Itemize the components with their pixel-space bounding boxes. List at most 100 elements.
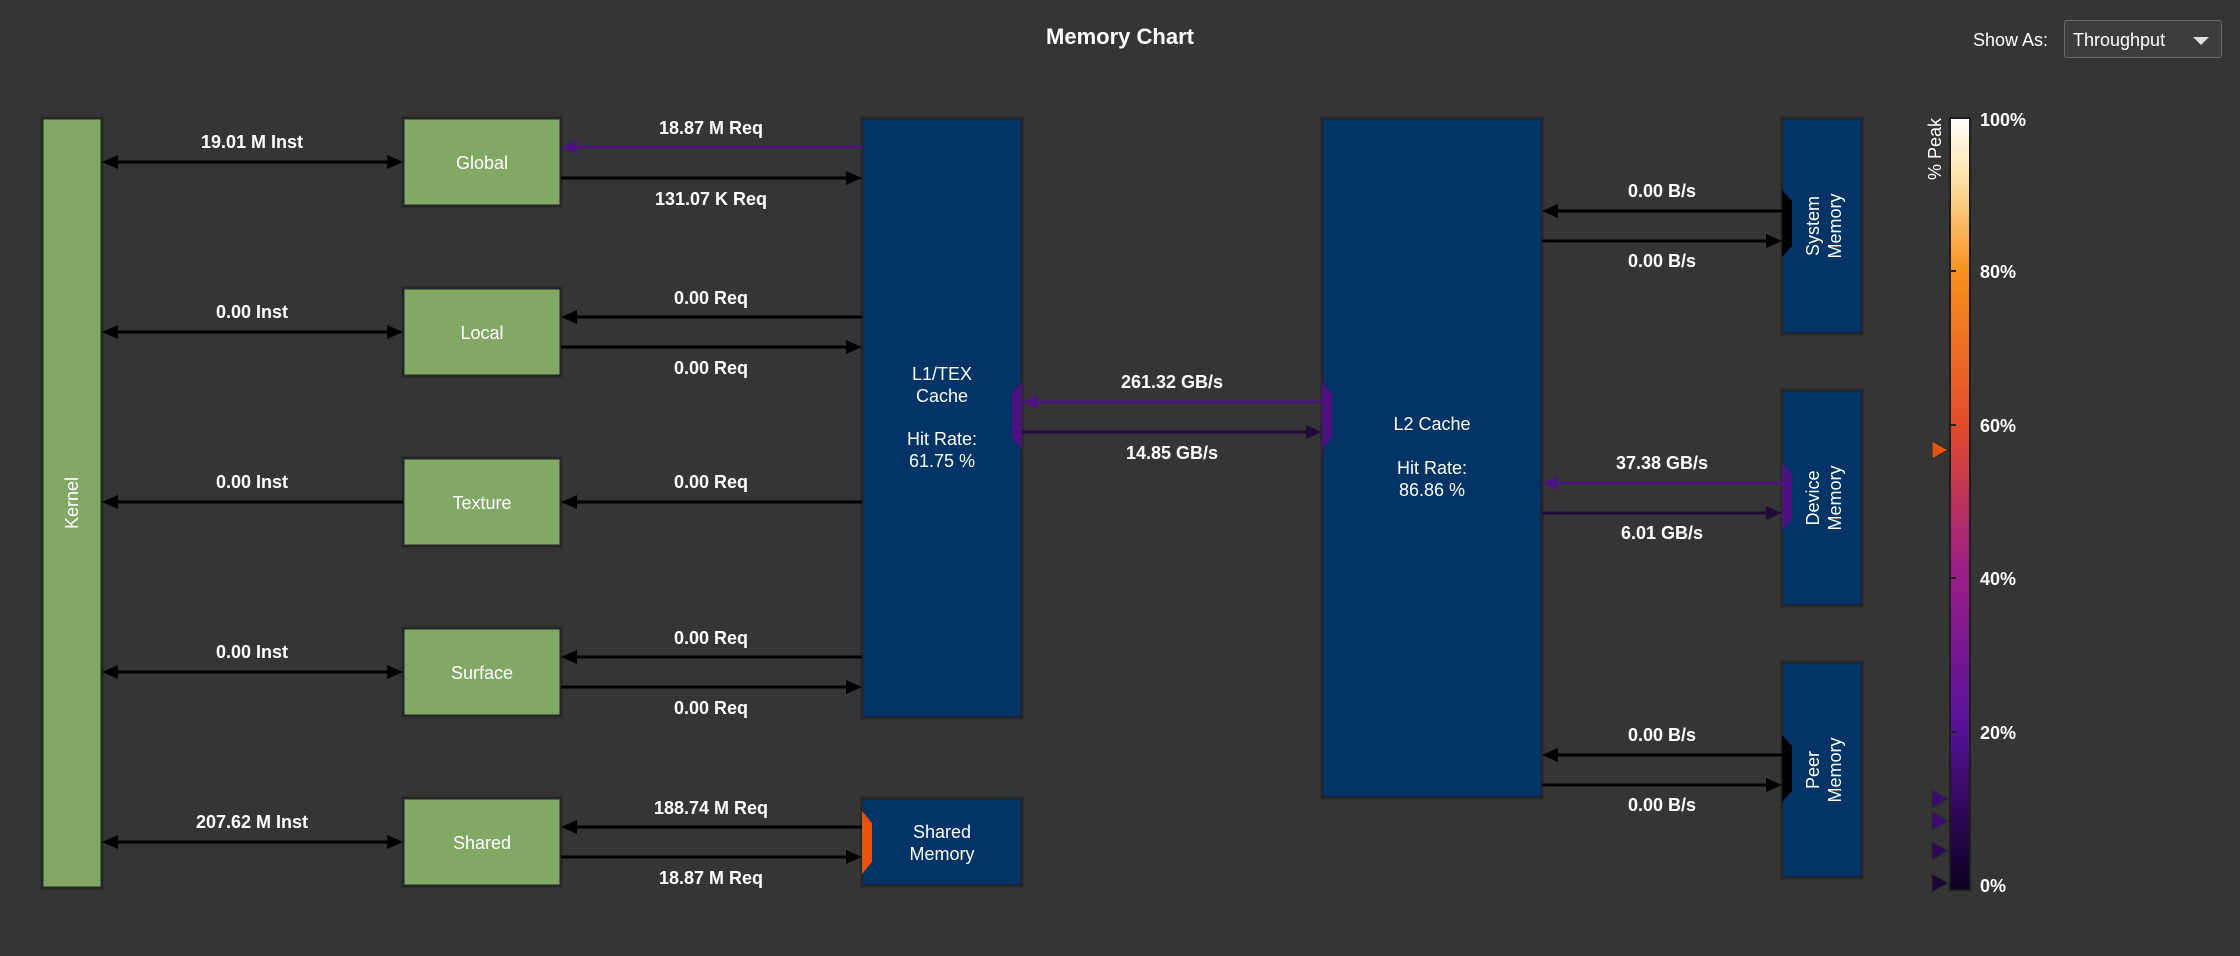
shared-label: Shared bbox=[453, 833, 511, 853]
legend-tick-80: 80% bbox=[1980, 262, 2016, 282]
l2-cache-block: L2 Cache Hit Rate: 86.86 % bbox=[1320, 116, 1544, 800]
texture-block: Texture bbox=[401, 456, 563, 548]
kernel-texture-label: 0.00 Inst bbox=[216, 472, 288, 492]
link-kernel-shared: 207.62 M Inst bbox=[102, 812, 403, 849]
local-l1-in-label: 0.00 Req bbox=[674, 288, 748, 308]
peer-memory-line1: Peer bbox=[1803, 751, 1823, 789]
system-memory-line1: System bbox=[1803, 196, 1823, 256]
l1-title-line2: Cache bbox=[916, 386, 968, 406]
chart-title: Memory Chart bbox=[1046, 24, 1194, 49]
device-out-label: 6.01 GB/s bbox=[1621, 523, 1703, 543]
link-sharedmem-shared: 188.74 M Req bbox=[561, 798, 862, 834]
kernel-surface-label: 0.00 Inst bbox=[216, 642, 288, 662]
texture-l1-label: 0.00 Req bbox=[674, 472, 748, 492]
legend-tick-60: 60% bbox=[1980, 416, 2016, 436]
legend-tick-20: 20% bbox=[1980, 723, 2016, 743]
link-l1-global: 18.87 M Req bbox=[561, 118, 862, 154]
kernel-local-label: 0.00 Inst bbox=[216, 302, 288, 322]
l1-title-line1: L1/TEX bbox=[912, 364, 972, 384]
link-kernel-local: 0.00 Inst bbox=[102, 302, 403, 339]
l2-l1-label: 261.32 GB/s bbox=[1121, 372, 1223, 392]
link-surface-l1: 0.00 Req bbox=[561, 680, 862, 718]
device-memory-line2: Memory bbox=[1825, 465, 1845, 530]
system-memory-line2: Memory bbox=[1825, 193, 1845, 258]
kernel-shared-label: 207.62 M Inst bbox=[196, 812, 308, 832]
l1-hit-value: 61.75 % bbox=[909, 451, 975, 471]
link-l1-texture: 0.00 Req bbox=[561, 472, 862, 509]
l1-hit-label: Hit Rate: bbox=[907, 429, 977, 449]
surface-label: Surface bbox=[451, 663, 513, 683]
link-l1-surface: 0.00 Req bbox=[561, 628, 862, 664]
shared-out-label: 18.87 M Req bbox=[659, 868, 763, 888]
link-level-marker bbox=[1931, 841, 1950, 861]
system-in-label: 0.00 B/s bbox=[1628, 181, 1696, 201]
shared-memory-block: Shared Memory bbox=[860, 796, 1024, 888]
chevron-down-icon bbox=[2193, 37, 2209, 45]
legend-tick-0: 0% bbox=[1980, 876, 2006, 896]
link-system-l2: 0.00 B/s bbox=[1542, 181, 1782, 218]
link-peer-l2: 0.00 B/s bbox=[1542, 725, 1782, 762]
link-level-marker bbox=[1931, 873, 1950, 893]
kernel-global-label: 19.01 M Inst bbox=[201, 132, 303, 152]
shared-memory-port bbox=[862, 811, 872, 874]
local-block: Local bbox=[401, 286, 563, 378]
show-as-dropdown[interactable]: Throughput bbox=[2064, 20, 2222, 58]
shared-in-label: 188.74 M Req bbox=[654, 798, 768, 818]
device-memory-line1: Device bbox=[1803, 470, 1823, 525]
show-as-label: Show As: bbox=[1973, 30, 2049, 50]
link-l1-l2: 14.85 GB/s bbox=[1022, 425, 1322, 463]
kernel-block: Kernel bbox=[40, 116, 104, 890]
link-l1-local: 0.00 Req bbox=[561, 288, 862, 324]
device-in-label: 37.38 GB/s bbox=[1616, 453, 1708, 473]
link-kernel-texture: 0.00 Inst bbox=[102, 472, 403, 509]
system-out-label: 0.00 B/s bbox=[1628, 251, 1696, 271]
local-label: Local bbox=[460, 323, 503, 343]
surface-l1-in-label: 0.00 Req bbox=[674, 628, 748, 648]
peer-memory-port bbox=[1782, 735, 1792, 802]
peak-marker bbox=[1931, 440, 1950, 460]
kernel-label: Kernel bbox=[62, 477, 82, 529]
link-l2-peer: 0.00 B/s bbox=[1542, 778, 1782, 815]
l1-cache-block: L1/TEX Cache Hit Rate: 61.75 % bbox=[860, 116, 1024, 720]
device-memory-block: Device Memory bbox=[1780, 388, 1864, 608]
link-level-marker bbox=[1931, 811, 1950, 831]
global-l1-out-label: 131.07 K Req bbox=[655, 189, 767, 209]
legend-tick-40: 40% bbox=[1980, 569, 2016, 589]
link-kernel-global: 19.01 M Inst bbox=[102, 132, 403, 169]
surface-block: Surface bbox=[401, 626, 563, 718]
link-kernel-surface: 0.00 Inst bbox=[102, 642, 403, 679]
peak-legend: % Peak 100% 80% 60% 40% 20% 0% bbox=[1925, 110, 2026, 896]
shared-memory-line1: Shared bbox=[913, 822, 971, 842]
global-l1-in-label: 18.87 M Req bbox=[659, 118, 763, 138]
link-device-l2: 37.38 GB/s bbox=[1542, 453, 1782, 490]
l2-hit-label: Hit Rate: bbox=[1397, 458, 1467, 478]
local-l1-out-label: 0.00 Req bbox=[674, 358, 748, 378]
link-l2-system: 0.00 B/s bbox=[1542, 234, 1782, 271]
system-memory-port bbox=[1782, 190, 1792, 257]
legend-tick-100: 100% bbox=[1980, 110, 2026, 130]
device-memory-port bbox=[1782, 463, 1792, 530]
link-l2-l1: 261.32 GB/s bbox=[1022, 372, 1322, 409]
link-global-l1: 131.07 K Req bbox=[561, 171, 862, 209]
system-memory-block: System Memory bbox=[1780, 116, 1864, 336]
peer-memory-block: Peer Memory bbox=[1780, 660, 1864, 880]
global-block: Global bbox=[401, 116, 563, 208]
l2-hit-value: 86.86 % bbox=[1399, 480, 1465, 500]
surface-l1-out-label: 0.00 Req bbox=[674, 698, 748, 718]
show-as-value: Throughput bbox=[2073, 30, 2166, 50]
peer-out-label: 0.00 B/s bbox=[1628, 795, 1696, 815]
link-local-l1: 0.00 Req bbox=[561, 340, 862, 378]
global-label: Global bbox=[456, 153, 508, 173]
link-shared-sharedmem: 18.87 M Req bbox=[561, 850, 862, 888]
link-level-marker bbox=[1931, 789, 1950, 809]
legend-title: % Peak bbox=[1925, 117, 1945, 180]
texture-label: Texture bbox=[452, 493, 511, 513]
shared-block: Shared bbox=[401, 796, 563, 888]
peer-in-label: 0.00 B/s bbox=[1628, 725, 1696, 745]
shared-memory-line2: Memory bbox=[909, 844, 974, 864]
legend-colorbar bbox=[1949, 117, 1971, 891]
l2-port-l1 bbox=[1322, 382, 1332, 449]
l2-title: L2 Cache bbox=[1393, 414, 1470, 434]
l1-port bbox=[1012, 382, 1022, 449]
